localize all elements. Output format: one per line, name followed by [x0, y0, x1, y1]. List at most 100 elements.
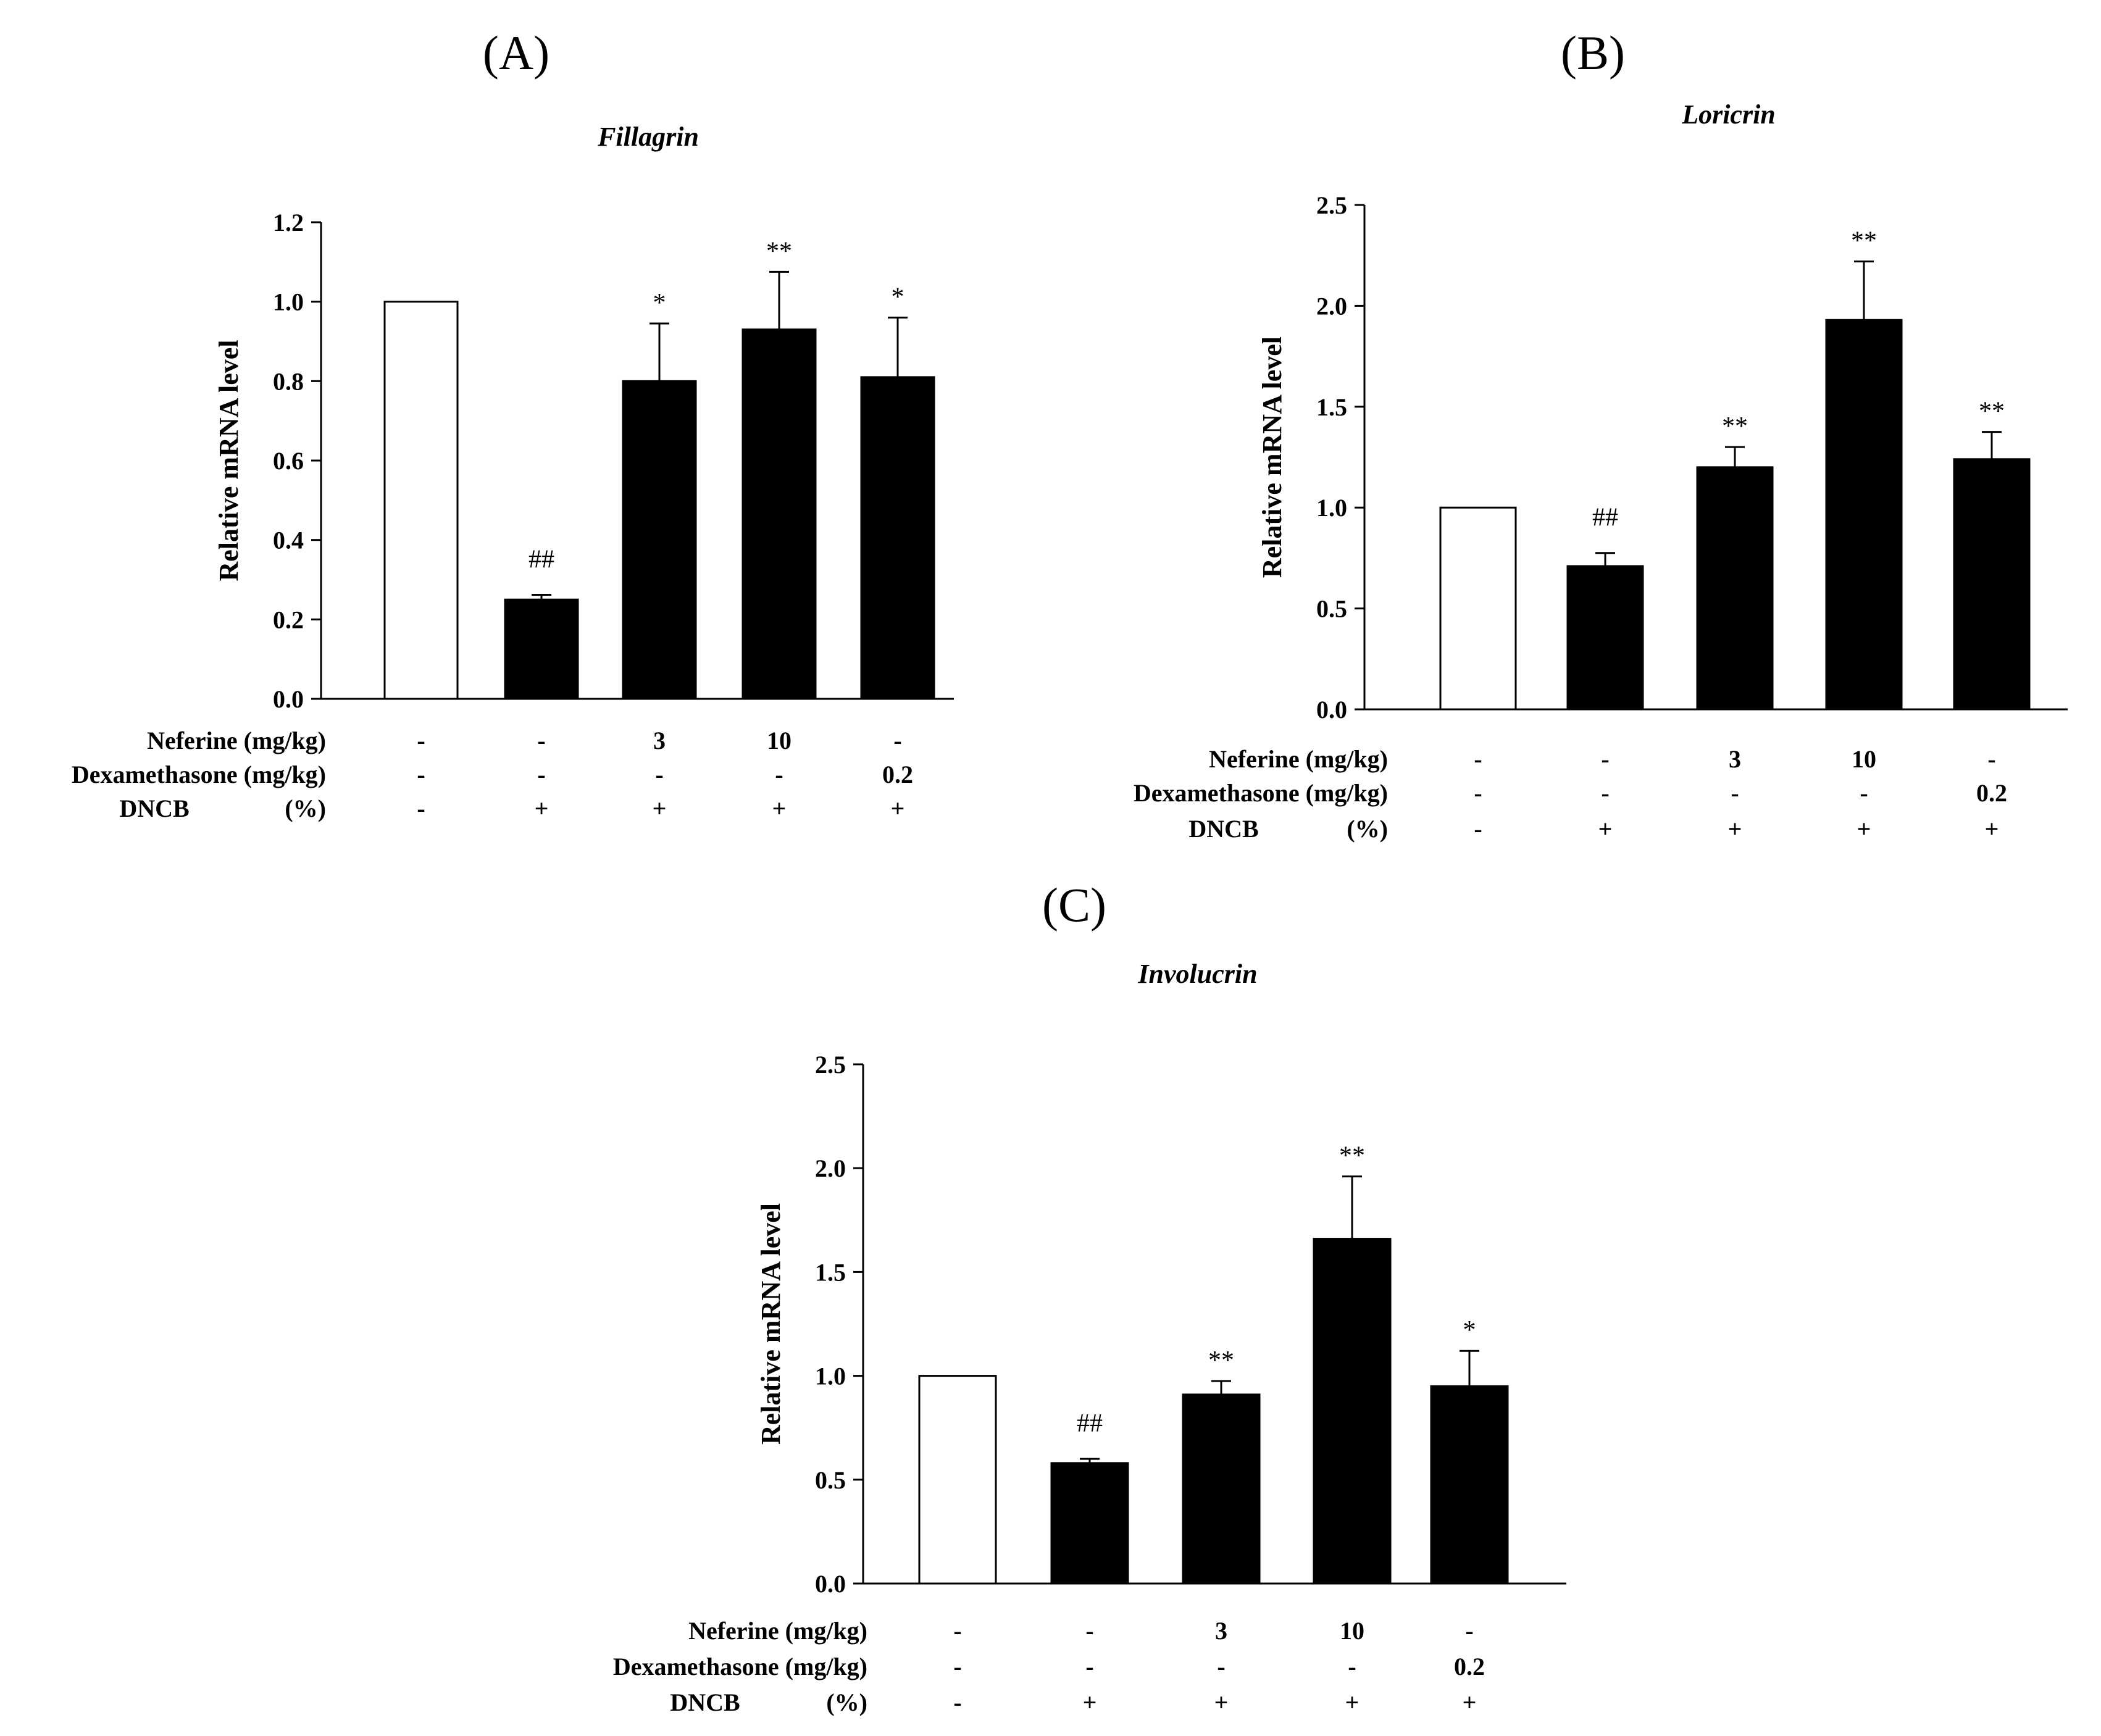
significance-marker: ##: [528, 545, 554, 574]
bar: [1050, 1462, 1129, 1585]
table-cell: +: [891, 795, 905, 822]
table-cell: -: [417, 761, 425, 788]
table-cell: 3: [1215, 1617, 1227, 1645]
table-cell: 10: [1340, 1617, 1364, 1645]
table-cell: +: [1463, 1688, 1477, 1716]
bar: [1566, 565, 1644, 711]
y-tick-label: 1.0: [273, 288, 304, 316]
significance-marker: *: [892, 283, 904, 311]
table-cell: -: [1348, 1653, 1356, 1680]
panel-letter: (A): [483, 26, 549, 80]
chart-title: Involucrin: [1137, 959, 1257, 989]
table-cell: -: [1474, 779, 1482, 807]
table-cell: 10: [767, 727, 792, 754]
bar: [741, 328, 817, 700]
significance-marker: *: [653, 289, 666, 317]
table-cell: +: [1985, 815, 1999, 843]
significance-marker: **: [1722, 412, 1748, 441]
bar: [1953, 458, 2031, 711]
table-cell: -: [655, 761, 663, 788]
y-tick-label: 0.5: [1316, 595, 1347, 623]
y-tick-label: 0.5: [815, 1466, 846, 1494]
bar: [383, 301, 459, 700]
table-cell: -: [537, 727, 545, 754]
significance-marker: **: [1851, 227, 1877, 256]
y-tick-label: 2.5: [815, 1051, 846, 1079]
bar: [1696, 466, 1774, 711]
table-row-label: Neferine (mg/kg): [688, 1617, 867, 1645]
y-tick-label: 0.0: [273, 685, 304, 713]
significance-marker: *: [1463, 1316, 1476, 1345]
table-cell: +: [653, 795, 667, 822]
bar: [1182, 1393, 1261, 1585]
table-cell: 0.2: [882, 761, 913, 788]
panel-letter: (C): [1042, 878, 1106, 932]
panel-letter: (B): [1561, 26, 1625, 80]
significance-marker: ##: [1592, 504, 1618, 532]
y-tick-label: 1.5: [815, 1258, 846, 1286]
significance-marker: **: [1208, 1346, 1234, 1375]
y-tick-label: 1.0: [815, 1363, 846, 1390]
panel-a: (A) Fillagrin 0.0 0.2 0.4 0.6 0.8 1.0 1.2 Relativ…: [72, 26, 954, 822]
y-tick-label: 1.0: [1316, 494, 1347, 522]
table-cell: -: [1474, 745, 1482, 773]
significance-marker: **: [1339, 1142, 1365, 1171]
table-row-label: Dexamethasone (mg/kg): [613, 1653, 867, 1680]
table-row-label: Neferine (mg/kg): [1209, 745, 1388, 773]
table-row-unit: (%): [826, 1688, 867, 1716]
table-row-unit: (%): [1347, 815, 1388, 843]
significance-marker: **: [1979, 398, 2005, 426]
table-cell: -: [1601, 745, 1609, 773]
y-tick-label: 0.0: [1316, 696, 1347, 724]
table-row-label: Dexamethasone (mg/kg): [72, 761, 326, 788]
bar: [1313, 1238, 1392, 1585]
table-cell: -: [953, 1617, 961, 1645]
y-tick-label: 2.5: [1316, 191, 1347, 219]
table-cell: +: [1214, 1688, 1229, 1716]
table-cell: -: [417, 795, 425, 822]
bar: [1430, 1385, 1509, 1585]
y-tick-label: 0.4: [273, 527, 304, 554]
y-tick-label: 0.0: [815, 1570, 846, 1598]
table-cell: -: [1085, 1617, 1093, 1645]
bar: [918, 1375, 997, 1585]
table-cell: -: [953, 1688, 961, 1716]
y-tick-label: 0.6: [273, 447, 304, 475]
bar: [1825, 319, 1903, 711]
table-cell: +: [1083, 1688, 1097, 1716]
table-cell: 3: [1729, 745, 1741, 773]
table-cell: 10: [1852, 745, 1876, 773]
y-axis-label: Relative mRNA level: [756, 1203, 786, 1445]
chart-title: Fillagrin: [597, 122, 699, 152]
chart-title: Loricrin: [1681, 99, 1776, 130]
table-cell: -: [1860, 779, 1868, 807]
table-row-label: DNCB: [1188, 815, 1258, 843]
y-axis-label: Relative mRNA level: [1257, 336, 1287, 578]
table-cell: -: [893, 727, 901, 754]
table-cell: -: [1987, 745, 1995, 773]
bar: [1439, 506, 1517, 711]
bar: [860, 376, 935, 700]
table-cell: 0.2: [1976, 779, 2007, 807]
table-cell: +: [772, 795, 787, 822]
table-cell: -: [1474, 815, 1482, 843]
table-cell: -: [537, 761, 545, 788]
table-cell: -: [1465, 1617, 1473, 1645]
y-tick-label: 0.8: [273, 367, 304, 395]
y-tick-label: 1.2: [273, 209, 304, 236]
table-cell: +: [535, 795, 549, 822]
table-row-label: DNCB: [670, 1688, 740, 1716]
table-cell: -: [417, 727, 425, 754]
table-row-unit: (%): [285, 795, 326, 822]
table-row-label: DNCB: [119, 795, 189, 822]
y-tick-label: 2.0: [1316, 292, 1347, 320]
table-row-label: Neferine (mg/kg): [147, 727, 326, 754]
table-cell: +: [1345, 1688, 1360, 1716]
significance-marker: ##: [1077, 1409, 1103, 1438]
table-row-label: Dexamethasone (mg/kg): [1134, 779, 1388, 807]
bar: [504, 598, 579, 700]
table-cell: -: [1217, 1653, 1225, 1680]
y-tick-label: 1.5: [1316, 393, 1347, 421]
panel-c: (C) Involucrin 0.0 0.5 1.0 1.5 2.0 2.5 Relative …: [613, 878, 1566, 1716]
